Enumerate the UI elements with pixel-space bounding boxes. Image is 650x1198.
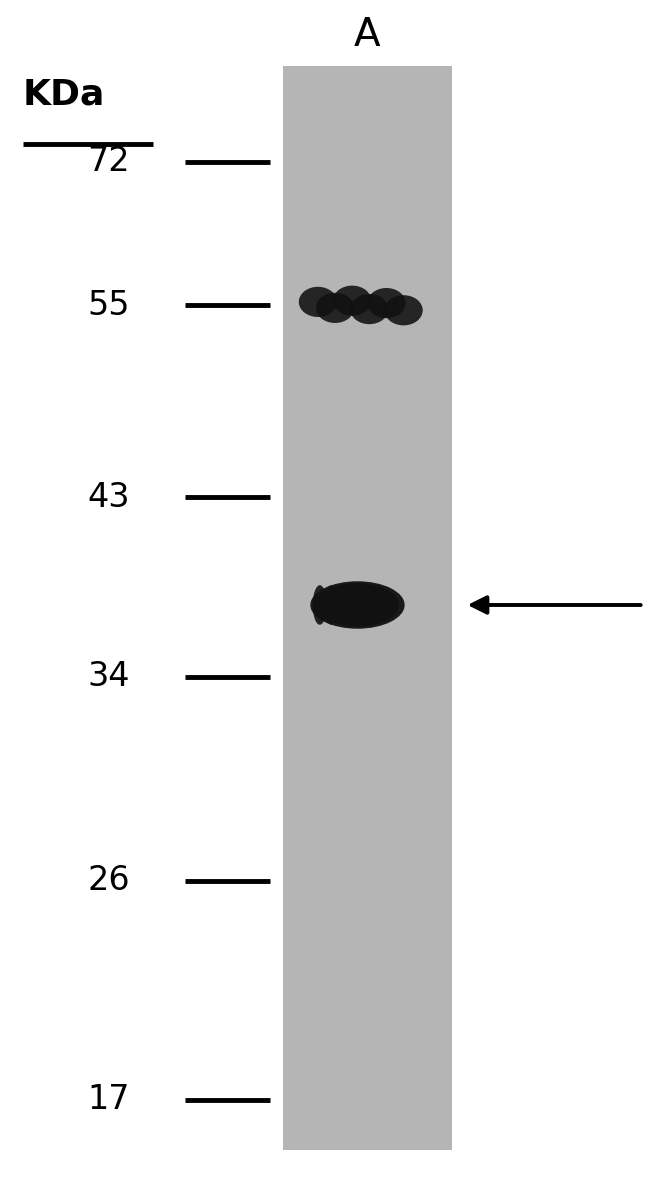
Ellipse shape: [316, 583, 399, 627]
Ellipse shape: [333, 285, 371, 316]
Ellipse shape: [350, 294, 389, 325]
Text: KDa: KDa: [23, 78, 105, 111]
Ellipse shape: [328, 587, 387, 623]
Text: 26: 26: [87, 864, 130, 897]
Text: 17: 17: [88, 1083, 130, 1117]
Text: 72: 72: [87, 145, 130, 179]
Ellipse shape: [335, 585, 350, 625]
Ellipse shape: [313, 585, 327, 625]
Ellipse shape: [322, 585, 393, 625]
Ellipse shape: [367, 288, 406, 319]
Ellipse shape: [311, 581, 404, 629]
Text: 55: 55: [88, 289, 130, 322]
Text: 43: 43: [88, 480, 130, 514]
Ellipse shape: [324, 585, 338, 625]
Text: 34: 34: [88, 660, 130, 694]
Ellipse shape: [384, 295, 422, 326]
Ellipse shape: [299, 286, 337, 317]
FancyBboxPatch shape: [283, 66, 452, 1150]
Ellipse shape: [316, 292, 354, 323]
Text: A: A: [354, 16, 380, 54]
